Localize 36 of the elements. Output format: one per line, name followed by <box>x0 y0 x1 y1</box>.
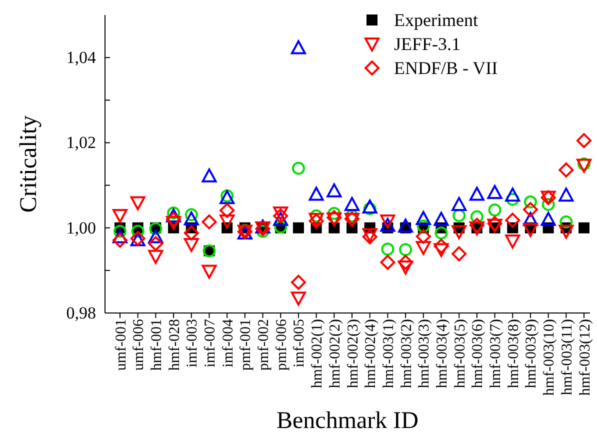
x-tick-label: hmf-001 <box>148 319 165 371</box>
x-tick-label: imf-007 <box>202 318 218 368</box>
x-tick-label: hmf-003(6) <box>470 319 486 388</box>
x-tick-label: umf-006 <box>131 318 148 371</box>
legend-label: JEFF-3.1 <box>394 34 461 54</box>
x-axis-title: Benchmark ID <box>276 408 418 434</box>
x-tick-label: hmf-003(1) <box>380 319 397 388</box>
x-tick-label: hmf-003(9) <box>524 319 540 388</box>
x-tick-label: hmf-003(10) <box>542 319 558 396</box>
x-tick-label: imf-003 <box>184 319 201 368</box>
x-tick-label: umf-001 <box>113 319 130 371</box>
x-tick-label: hmf-003(7) <box>488 319 504 388</box>
legend-label: ENDF/B - VII <box>394 58 498 78</box>
x-tick-label: hmf-003(8) <box>506 319 522 388</box>
x-tick-label: hmf-003(11) <box>559 319 576 396</box>
x-tick-label: hmf-002(4) <box>363 319 380 388</box>
x-tick-label: pmf-006 <box>274 318 290 371</box>
x-tick-label: hmf-003(3) <box>416 319 433 388</box>
x-tick-label: hmf-028 <box>166 319 183 371</box>
x-tick-label: hmf-002(2) <box>327 319 344 388</box>
x-tick-label: pmf-002 <box>256 319 272 371</box>
y-axis-title: Criticality <box>16 115 42 213</box>
legend-label: Experiment <box>394 10 478 30</box>
x-tick-label: imf-004 <box>220 318 236 368</box>
x-tick-label: hmf-003(12) <box>577 319 594 396</box>
y-tick-label: 1,00 <box>66 218 96 238</box>
y-tick-label: 1,04 <box>66 48 96 68</box>
x-tick-label: hmf-002(3) <box>345 319 362 388</box>
x-tick-label: hmf-002(1) <box>310 319 326 388</box>
x-tick-label: hmf-003(5) <box>452 319 468 388</box>
y-tick-label: 0,98 <box>66 303 96 322</box>
y-tick-label: 1,02 <box>66 133 96 152</box>
x-tick-label: hmf-003(4) <box>434 319 450 388</box>
x-tick-label: imf-005 <box>292 319 308 368</box>
x-tick-label: pmf-001 <box>238 319 254 371</box>
x-tick-label: hmf-003(2) <box>398 319 415 388</box>
